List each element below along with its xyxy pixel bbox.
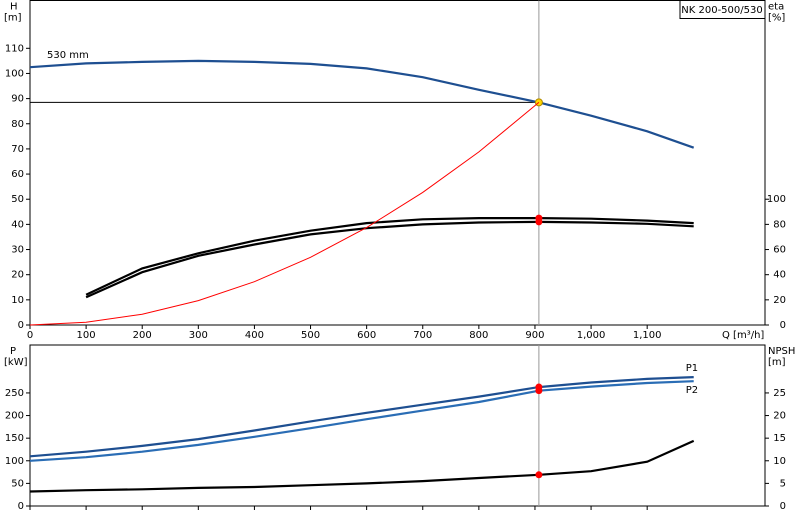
y2-tick-label: 25 [773, 388, 786, 399]
curve [29, 380, 694, 462]
plot-frame [29, 0, 766, 326]
y2-tick-label: 0 [780, 320, 786, 331]
y2-tick-label: 100 [767, 194, 786, 205]
y-tick-label: 10 [11, 295, 24, 306]
x-tick-label: 100 [77, 330, 96, 341]
y-axis-label: P [10, 346, 16, 357]
y-axis-unit: [m] [4, 13, 22, 24]
y2-tick-label: 20 [773, 411, 786, 422]
curve [85, 220, 694, 299]
y-axis-label: H [10, 2, 18, 13]
y2-axis-unit: [%] [768, 13, 785, 24]
curve [29, 102, 540, 326]
curve [29, 59, 695, 149]
y-tick-label: 100 [5, 68, 24, 79]
y-tick-label: 40 [11, 219, 24, 230]
plot-layer: H[m]eta[%]Q [m³/h]0102030405060708090100… [4, 0, 795, 512]
y2-tick-label: 20 [773, 295, 786, 306]
y-tick-label: 70 [11, 144, 24, 155]
y-tick-label: 80 [11, 119, 24, 130]
y-tick-label: 90 [11, 94, 24, 105]
y-tick-label: 150 [5, 433, 24, 444]
curve-label: 530 mm [47, 50, 89, 61]
x-tick-label: 1,000 [577, 330, 606, 341]
x-tick-label: 500 [301, 330, 320, 341]
curve-label: P1 [686, 363, 698, 374]
pump-label: NK 200-500/530 [681, 5, 762, 16]
x-axis-label: Q [m³/h] [722, 330, 764, 341]
curve [29, 376, 694, 458]
curve-label: P2 [686, 385, 698, 396]
plot-frame [29, 344, 766, 507]
y-tick-label: 200 [5, 411, 24, 422]
y-tick-label: 50 [11, 478, 24, 489]
y2-tick-label: 40 [773, 270, 786, 281]
curve [85, 217, 694, 296]
operating-point [535, 387, 543, 395]
y-tick-label: 100 [5, 456, 24, 467]
x-tick-label: 800 [469, 330, 488, 341]
y2-tick-label: 5 [780, 478, 786, 489]
y2-tick-label: 15 [773, 433, 786, 444]
operating-point [535, 218, 543, 226]
y-tick-label: 60 [11, 169, 24, 180]
y-tick-label: 50 [11, 194, 24, 205]
y-tick-label: 110 [5, 43, 24, 54]
y-axis-unit: [kW] [4, 357, 28, 368]
curve [29, 439, 695, 493]
x-tick-label: 0 [27, 330, 33, 341]
y-tick-label: 0 [18, 320, 24, 331]
x-tick-label: 300 [189, 330, 208, 341]
y2-tick-label: 60 [773, 245, 786, 256]
operating-point [535, 471, 543, 479]
y2-axis-label: NPSH [768, 346, 795, 357]
x-tick-label: 200 [133, 330, 152, 341]
y2-tick-label: 0 [780, 501, 786, 512]
y2-axis-label: eta [768, 2, 784, 13]
y-tick-label: 250 [5, 388, 24, 399]
x-tick-label: 600 [357, 330, 376, 341]
y2-axis-unit: [m] [768, 357, 786, 368]
x-tick-label: 400 [245, 330, 264, 341]
x-tick-label: 700 [413, 330, 432, 341]
y-tick-label: 30 [11, 245, 24, 256]
y-tick-label: 0 [18, 501, 24, 512]
x-tick-label: 1,100 [633, 330, 662, 341]
y-tick-label: 20 [11, 270, 24, 281]
y2-tick-label: 10 [773, 456, 786, 467]
y2-tick-label: 80 [773, 219, 786, 230]
x-tick-label: 900 [525, 330, 544, 341]
